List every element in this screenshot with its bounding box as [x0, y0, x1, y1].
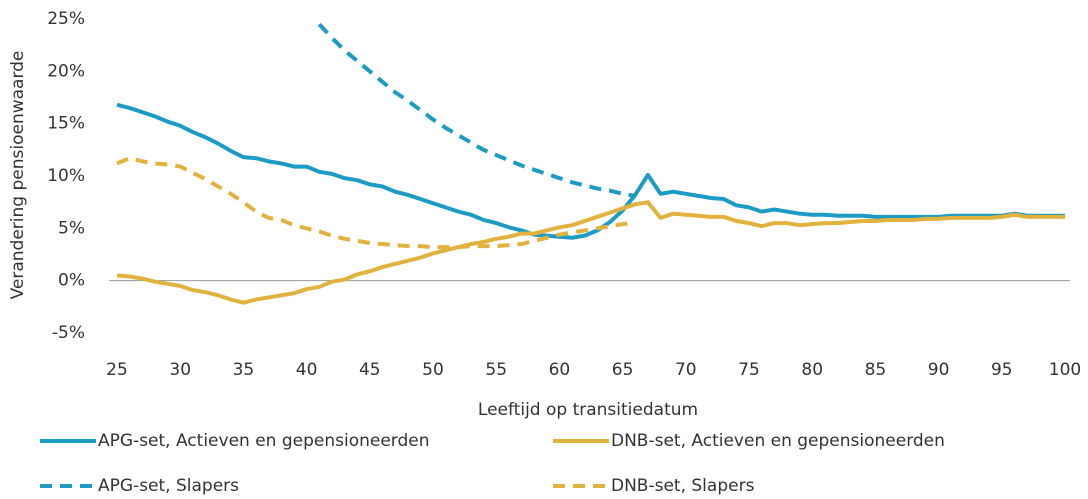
x-tick-label: 65	[612, 360, 634, 380]
legend-label: DNB-set, Actieven en gepensioneerden	[611, 431, 945, 451]
y-tick-label: 5%	[58, 218, 85, 238]
y-tick-label: 20%	[47, 61, 85, 81]
x-tick-label: 100	[1049, 360, 1081, 380]
series-line	[317, 22, 636, 198]
x-axis-label: Leeftijd op transitiedatum	[478, 400, 698, 420]
x-tick-label: 60	[549, 360, 571, 380]
y-tick-label: 0%	[58, 271, 85, 291]
x-tick-label: 85	[865, 360, 887, 380]
x-tick-label: 30	[169, 360, 191, 380]
legend-label: APG-set, Actieven en gepensioneerden	[98, 431, 430, 451]
y-axis-label: Verandering pensioenwaarde	[8, 51, 28, 300]
x-tick-label: 95	[991, 360, 1013, 380]
x-tick-label: 80	[801, 360, 823, 380]
legend-label: DNB-set, Slapers	[611, 476, 755, 496]
x-tick-label: 90	[928, 360, 950, 380]
y-tick-label: 15%	[47, 114, 85, 134]
y-tick-label: -5%	[52, 323, 85, 343]
x-tick-label: 50	[422, 360, 444, 380]
x-tick-label: 70	[675, 360, 697, 380]
series-line	[116, 200, 1065, 305]
y-tick-label: 25%	[47, 9, 85, 29]
x-tick-label: 75	[738, 360, 760, 380]
y-tick-label: 10%	[47, 166, 85, 186]
x-tick-label: 45	[359, 360, 381, 380]
series-line	[116, 156, 636, 250]
x-tick-label: 25	[106, 360, 128, 380]
series-line	[116, 102, 1065, 240]
x-tick-label: 55	[485, 360, 507, 380]
x-tick-label: 40	[296, 360, 318, 380]
x-tick-label: 35	[233, 360, 255, 380]
legend-label: APG-set, Slapers	[98, 476, 239, 496]
